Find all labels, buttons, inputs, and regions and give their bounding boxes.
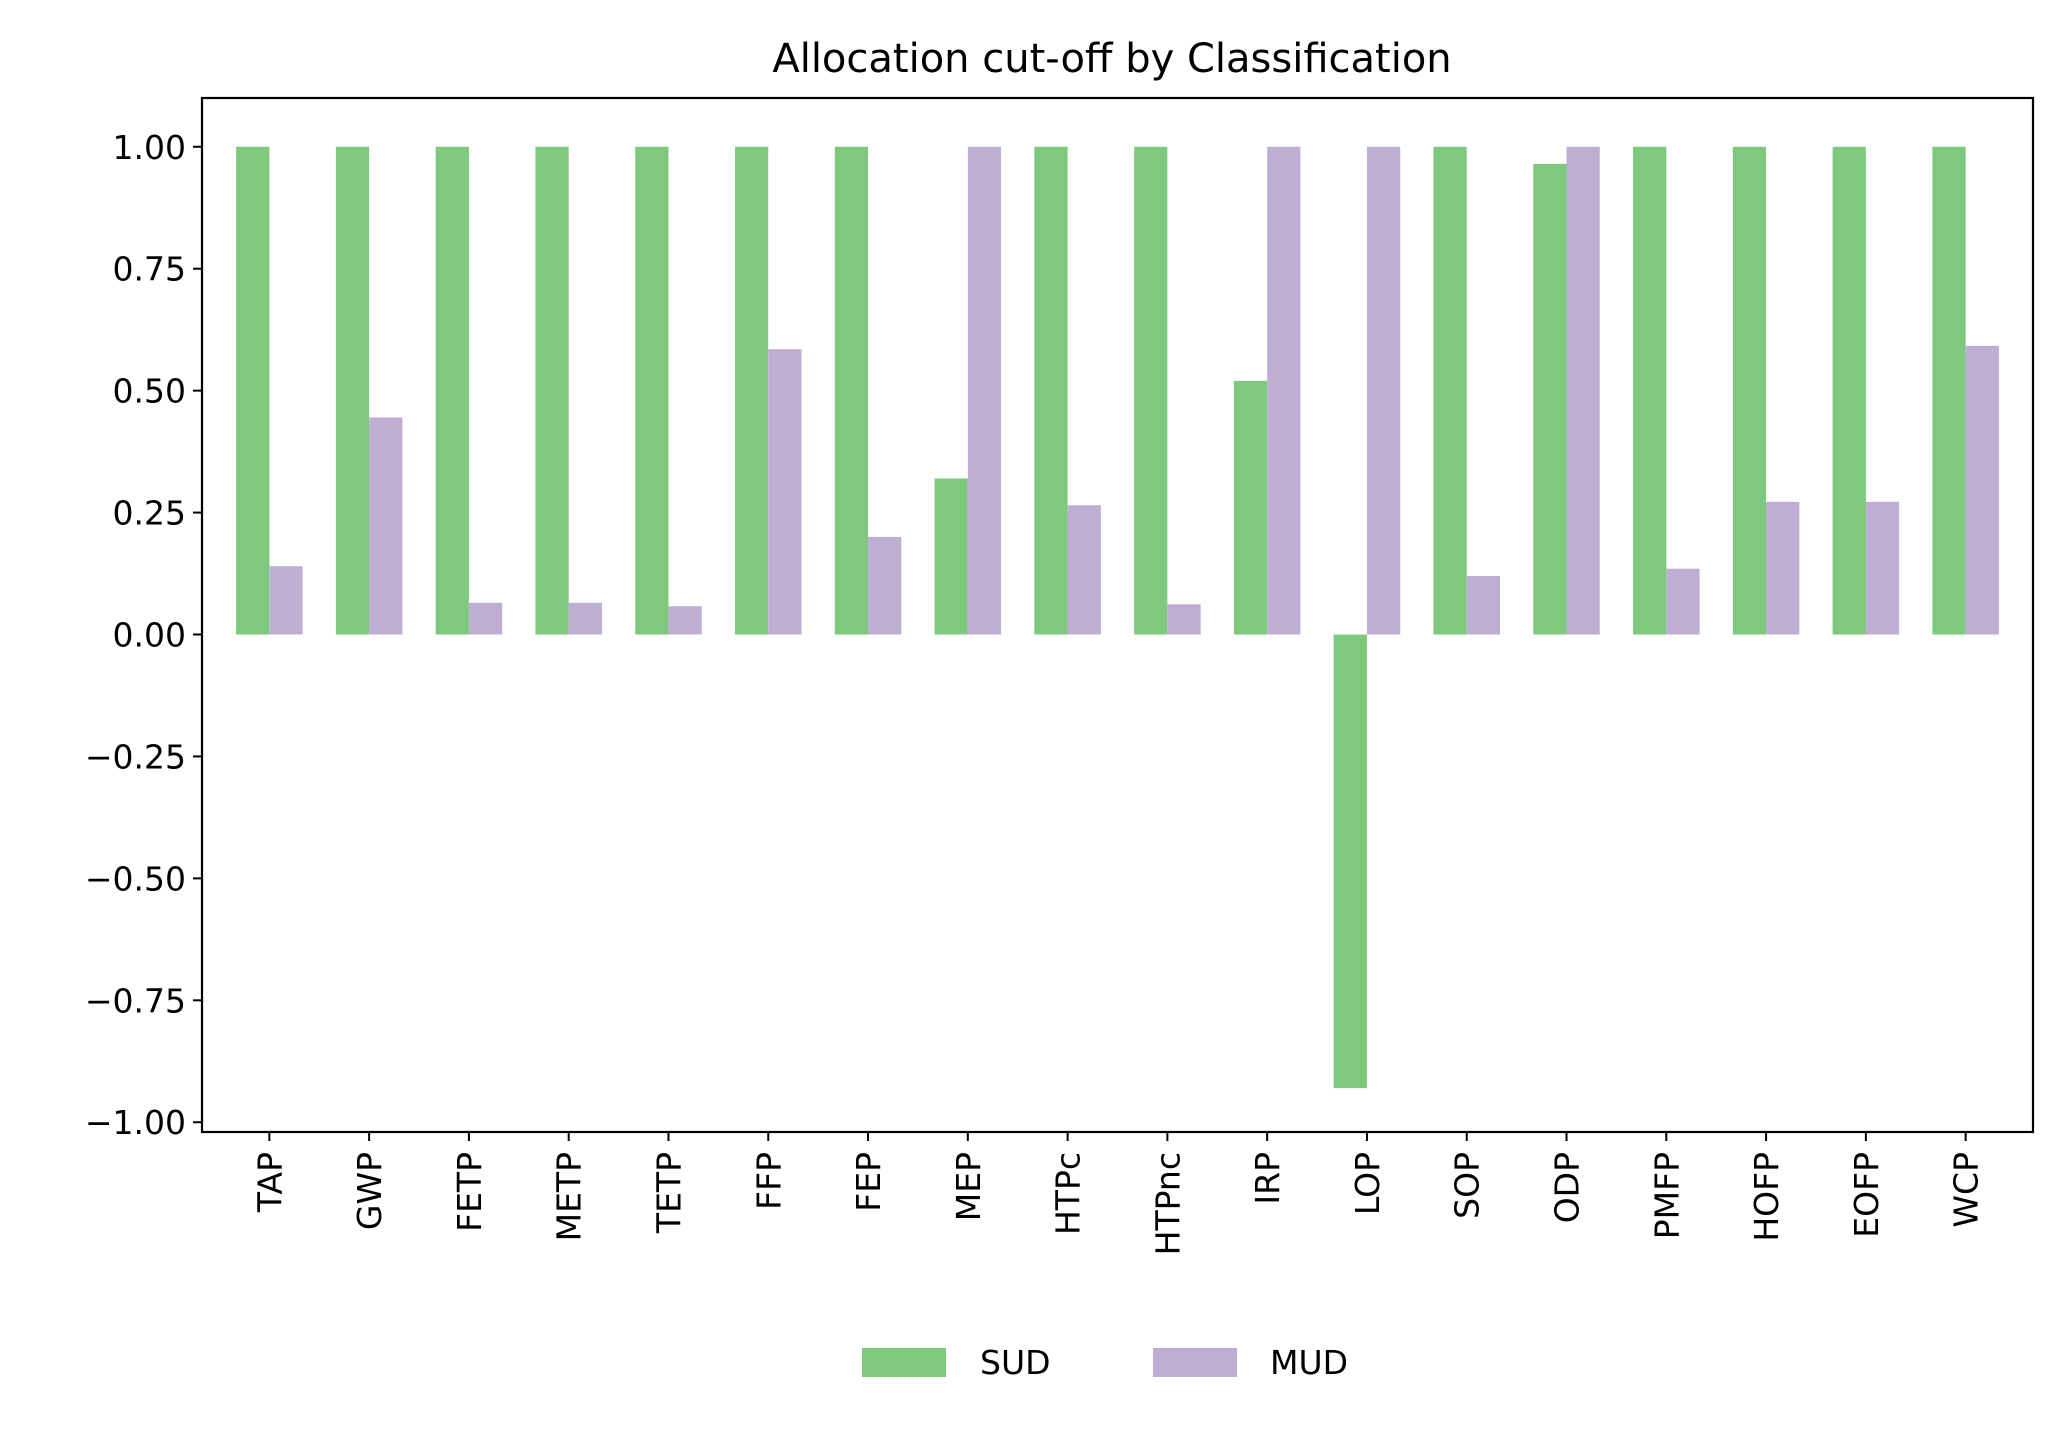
bar-mud-fep — [868, 536, 902, 635]
legend: SUD MUD — [862, 1343, 1348, 1382]
bar-sud-fep — [834, 146, 869, 635]
y-tick-label: −0.75 — [85, 981, 186, 1020]
bar-sud-irp — [1233, 380, 1268, 635]
x-tick-label: EOFP — [1847, 1152, 1886, 1238]
bar-mud-mep — [967, 146, 1002, 635]
y-tick-label: 0.75 — [113, 250, 186, 289]
bar-mud-hofp — [1766, 501, 1800, 635]
x-tick-label: HOFP — [1747, 1152, 1786, 1242]
bar-sud-tetp — [635, 146, 669, 635]
plot-area-frame — [200, 96, 2035, 1134]
bar-sud-eofp — [1832, 146, 1866, 635]
x-axis: TAP GWP FETP METP TETP FFP FEP MEP HTPc HTPnc IRP L… — [250, 1132, 1986, 1255]
x-tick-label: PMFP — [1647, 1152, 1686, 1239]
x-tick-label: LOP — [1348, 1152, 1387, 1215]
bar-sud-mep — [934, 478, 968, 635]
bar-mud-eofp — [1865, 501, 1900, 635]
bar-mud-gwp — [369, 417, 403, 635]
bar-mud-ffp — [768, 349, 802, 635]
bar-sud-sop — [1433, 146, 1467, 635]
x-tick-label: FETP — [450, 1152, 489, 1232]
y-tick-label: 0.00 — [113, 616, 186, 655]
bar-sud-htpc — [1034, 146, 1068, 635]
x-tick-label: WCP — [1947, 1152, 1986, 1228]
x-tick-label: ODP — [1548, 1152, 1587, 1223]
x-tick-label: FEP — [849, 1152, 888, 1212]
bar-mud-odp — [1566, 146, 1600, 635]
bar-mud-tetp — [668, 606, 702, 635]
legend-swatch-sud — [862, 1348, 946, 1377]
bar-sud-gwp — [335, 146, 370, 635]
y-tick-label: 1.00 — [113, 128, 186, 167]
x-tick-label: HTPc — [1049, 1152, 1088, 1235]
bar-mud-irp — [1267, 146, 1301, 635]
bar-sud-ffp — [735, 146, 769, 635]
y-tick-label: −0.25 — [85, 737, 186, 776]
y-tick-label: 0.50 — [113, 372, 186, 411]
bar-sud-htpnc — [1134, 146, 1168, 635]
x-tick-label: SOP — [1448, 1152, 1487, 1219]
bar-sud-tap — [236, 146, 270, 635]
legend-label-sud: SUD — [980, 1343, 1051, 1382]
legend-label-mud: MUD — [1270, 1343, 1348, 1382]
bar-mud-tap — [269, 566, 303, 635]
bar-mud-sop — [1466, 575, 1500, 635]
x-tick-label: GWP — [350, 1152, 389, 1230]
y-tick-label: −1.00 — [85, 1103, 186, 1142]
bar-mud-lop — [1366, 146, 1401, 635]
bar-mud-metp — [568, 602, 602, 635]
bars-group — [236, 146, 1999, 1089]
y-axis: 1.00 0.75 0.50 0.25 0.00 −0.25 −0.50 −0.75 −1.00 — [85, 128, 202, 1142]
x-tick-label: TAP — [250, 1152, 289, 1213]
bar-sud-lop — [1333, 634, 1367, 1089]
x-tick-label: MEP — [949, 1152, 988, 1221]
bar-mud-wcp — [1965, 345, 1999, 635]
bar-sud-pmfp — [1633, 146, 1667, 635]
bar-mud-htpc — [1067, 505, 1101, 635]
x-tick-label: METP — [550, 1152, 589, 1241]
x-tick-label: FFP — [749, 1152, 788, 1210]
x-tick-label: HTPnc — [1148, 1152, 1187, 1255]
bar-sud-fetp — [435, 146, 469, 635]
x-tick-label: TETP — [649, 1152, 688, 1234]
legend-swatch-mud — [1153, 1348, 1237, 1377]
bar-mud-fetp — [468, 602, 503, 635]
bar-mud-htpnc — [1167, 604, 1201, 635]
x-tick-label: IRP — [1248, 1152, 1287, 1205]
bar-sud-hofp — [1732, 146, 1767, 635]
bar-sud-metp — [535, 146, 569, 635]
y-tick-label: −0.50 — [85, 859, 186, 898]
bar-mud-pmfp — [1666, 568, 1700, 635]
chart-title: Allocation cut-off by Classification — [772, 36, 1451, 82]
bar-sud-odp — [1533, 163, 1567, 635]
y-tick-label: 0.25 — [113, 494, 186, 533]
bar-sud-wcp — [1932, 146, 1966, 635]
